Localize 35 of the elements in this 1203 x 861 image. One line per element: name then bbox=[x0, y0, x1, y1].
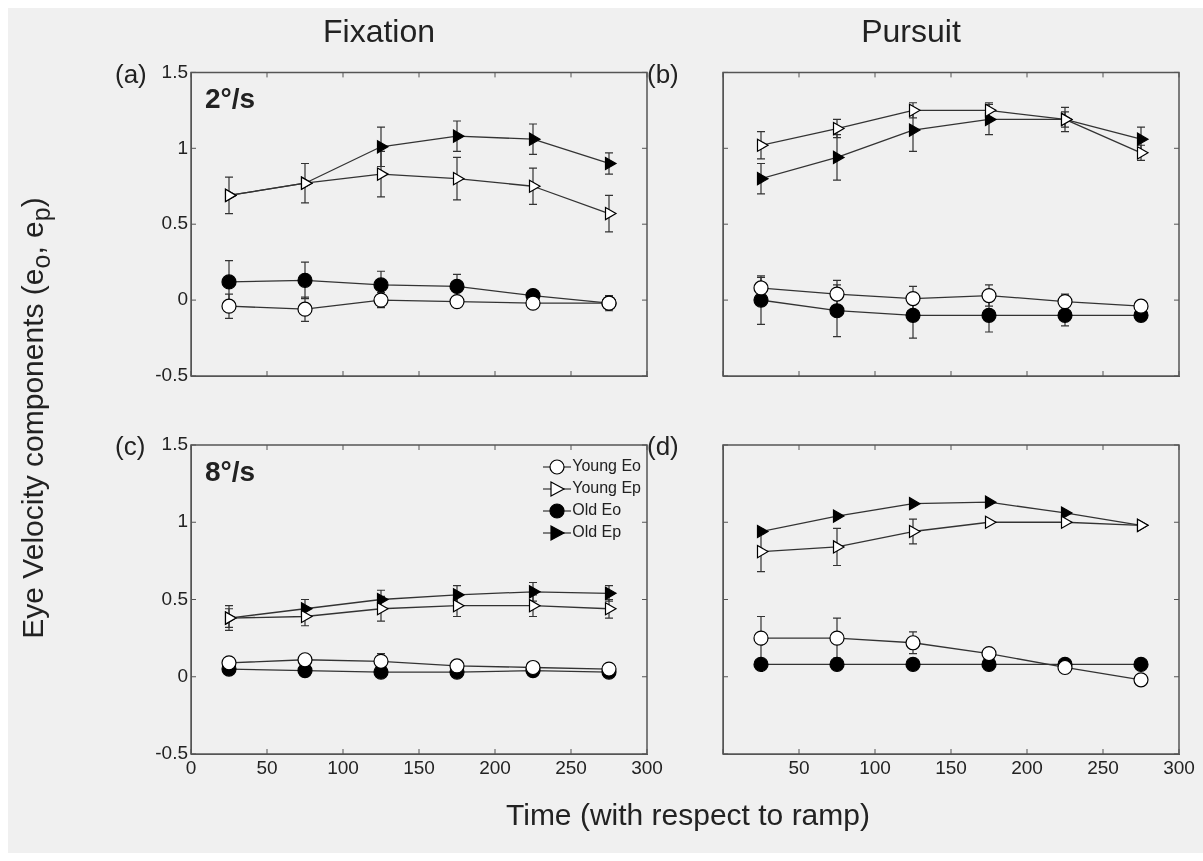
x-tick-label: 250 bbox=[1087, 756, 1119, 778]
annotation: (b) bbox=[647, 58, 679, 89]
x-tick-label: 100 bbox=[859, 756, 891, 778]
annotation: 8°/s bbox=[205, 455, 256, 487]
x-axis-title: Time (with respect to ramp) bbox=[505, 798, 871, 832]
x-tick-label: 250 bbox=[555, 756, 587, 778]
legend-label: Young Ep bbox=[572, 479, 641, 496]
x-tick-label: 100 bbox=[327, 756, 359, 778]
text: (a) bbox=[115, 58, 147, 89]
legend-label: Old Ep bbox=[572, 523, 622, 540]
y-tick-label: 0.5 bbox=[161, 587, 188, 609]
x-tick-label: 200 bbox=[1011, 756, 1043, 778]
y-tick-label: 1.5 bbox=[161, 60, 188, 82]
y-tick-label: 1 bbox=[177, 510, 188, 532]
x-tick-label: 150 bbox=[935, 756, 967, 778]
annotation: 2°/s bbox=[205, 83, 256, 115]
x-tick-label: 50 bbox=[788, 756, 810, 778]
y-tick-label: 1.5 bbox=[161, 433, 188, 455]
y-tick-label: 0 bbox=[177, 288, 188, 310]
legend-label: Young Eo bbox=[572, 457, 641, 474]
chart-title: Pursuit bbox=[861, 13, 961, 50]
x-tick-label: 300 bbox=[1163, 756, 1195, 778]
x-tick-label: 50 bbox=[256, 756, 278, 778]
legend-label: Old Eo bbox=[572, 501, 622, 518]
x-tick-label: 200 bbox=[479, 756, 511, 778]
y-tick-label: 0 bbox=[177, 664, 188, 686]
text: (c) bbox=[115, 431, 146, 462]
y-tick-label: 1 bbox=[177, 136, 188, 158]
chart-title: Fixation bbox=[322, 13, 436, 50]
y-tick-label: 0.5 bbox=[161, 212, 188, 234]
x-tick-label: 150 bbox=[403, 756, 435, 778]
y-tick-label: -0.5 bbox=[155, 364, 188, 386]
y-tick-label: -0.5 bbox=[155, 742, 188, 764]
annotation: (d) bbox=[647, 431, 679, 462]
x-tick-label: 300 bbox=[631, 756, 663, 778]
